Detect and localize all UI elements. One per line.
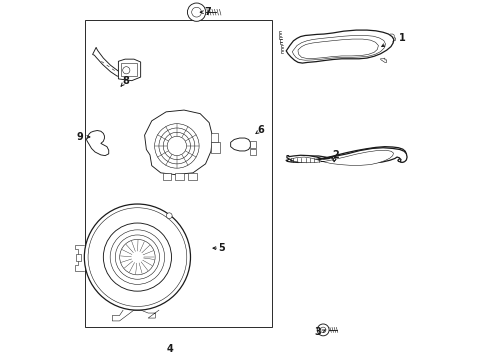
Circle shape <box>122 242 153 273</box>
Polygon shape <box>287 148 407 163</box>
Circle shape <box>103 223 172 291</box>
Text: 2: 2 <box>332 150 339 160</box>
Text: 4: 4 <box>166 343 173 354</box>
Polygon shape <box>286 30 394 63</box>
Circle shape <box>115 235 160 279</box>
Circle shape <box>167 136 187 156</box>
Polygon shape <box>298 39 378 58</box>
Bar <box>250 140 256 148</box>
Bar <box>332 158 335 160</box>
Bar <box>188 173 196 180</box>
Bar <box>85 21 272 327</box>
Circle shape <box>122 67 130 74</box>
Circle shape <box>110 230 165 284</box>
Bar <box>211 142 220 153</box>
Text: 3: 3 <box>315 327 321 337</box>
Bar <box>163 173 172 180</box>
Circle shape <box>155 124 199 168</box>
Text: 9: 9 <box>76 132 83 142</box>
Polygon shape <box>293 36 386 60</box>
Bar <box>122 63 137 76</box>
Polygon shape <box>119 59 141 81</box>
Polygon shape <box>87 131 109 156</box>
Polygon shape <box>231 138 250 151</box>
Circle shape <box>163 132 191 159</box>
Polygon shape <box>286 147 406 162</box>
Bar <box>76 253 81 261</box>
Circle shape <box>320 327 326 333</box>
Text: 1: 1 <box>399 33 405 43</box>
Polygon shape <box>93 47 122 77</box>
Circle shape <box>84 204 191 310</box>
Circle shape <box>192 7 201 17</box>
Circle shape <box>88 208 187 306</box>
Text: 5: 5 <box>219 243 225 253</box>
Polygon shape <box>291 150 393 165</box>
Circle shape <box>188 3 206 21</box>
Text: 8: 8 <box>122 76 129 86</box>
Bar <box>175 173 184 180</box>
Circle shape <box>159 128 195 164</box>
Bar <box>250 149 256 155</box>
Bar <box>211 134 218 142</box>
Circle shape <box>167 213 172 219</box>
Text: 6: 6 <box>258 125 265 135</box>
Circle shape <box>317 324 329 336</box>
Polygon shape <box>145 110 213 175</box>
Text: 7: 7 <box>204 7 211 17</box>
Circle shape <box>120 239 155 275</box>
